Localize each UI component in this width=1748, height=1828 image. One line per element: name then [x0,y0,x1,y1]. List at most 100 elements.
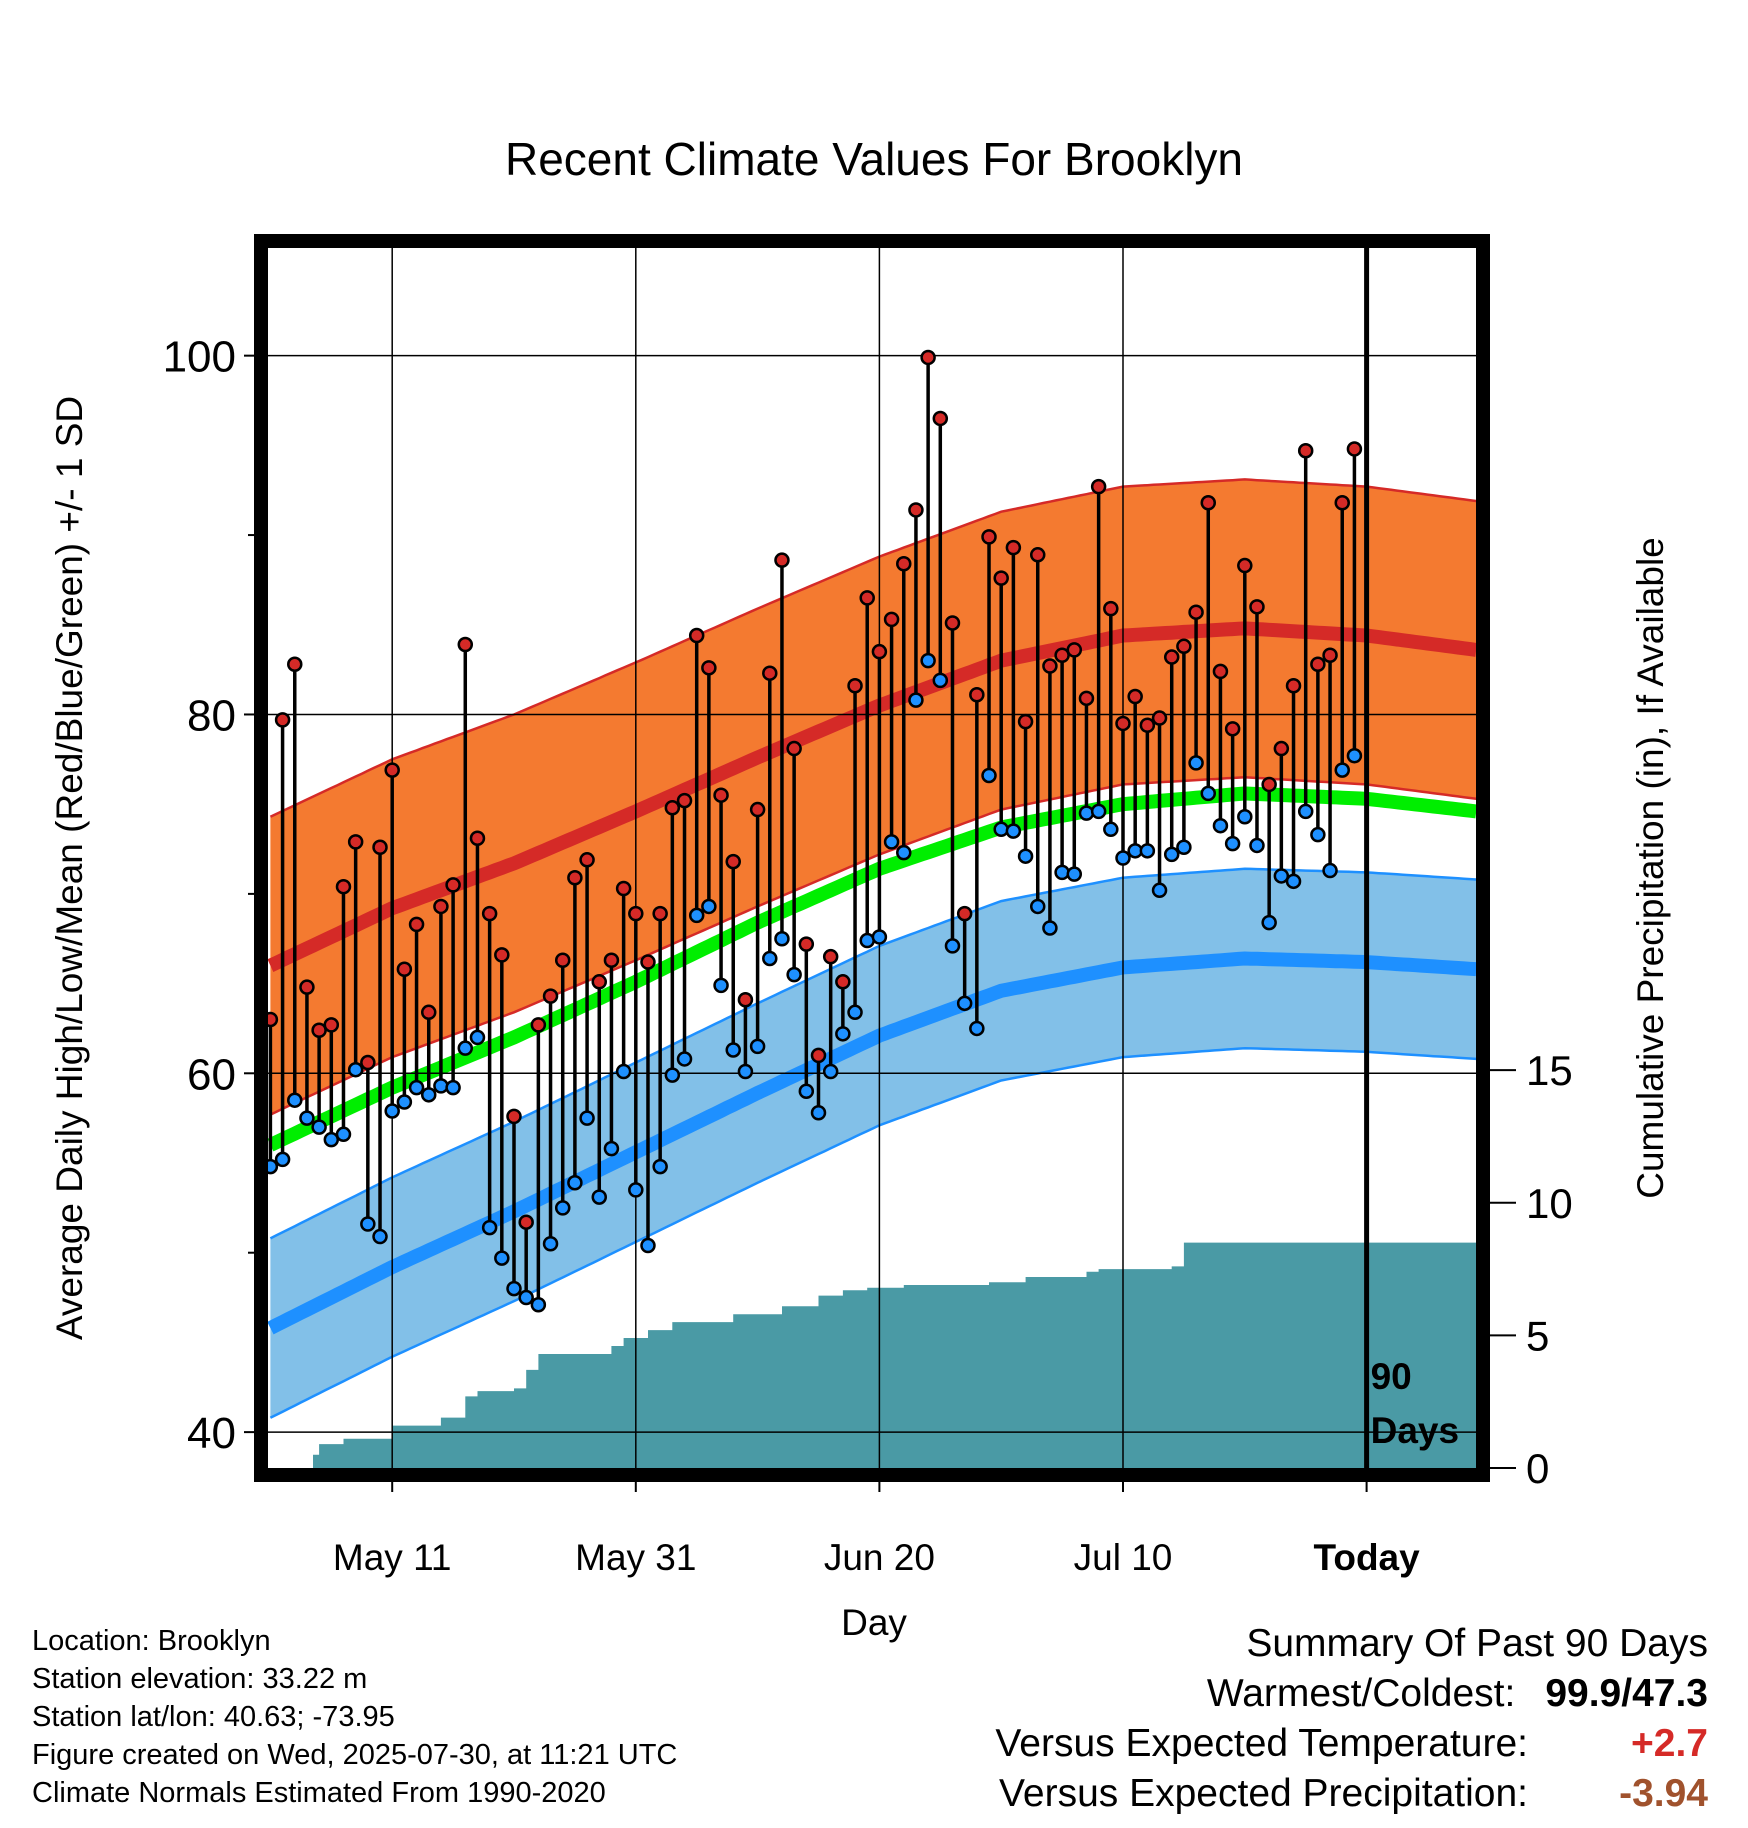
low-point [932,672,949,689]
summary-title: Summary Of Past 90 Days [1246,1622,1708,1665]
low-point [1090,803,1107,820]
high-point [494,947,510,963]
x-axis-label: Day [841,1602,907,1643]
high-point [1310,656,1326,672]
high-point [908,502,924,518]
summary-temp-label: Versus Expected Temperature: [995,1722,1528,1765]
summary-precip-value: -3.94 [1619,1772,1708,1815]
high-point [871,643,888,660]
low-point [762,950,778,967]
low-point [1115,850,1131,866]
low-point [1297,803,1314,820]
low-point [835,1026,851,1042]
high-point [1297,442,1314,459]
high-point [822,948,839,965]
low-point [1176,839,1192,855]
plot-frame [254,234,1490,1482]
high-point [567,869,583,886]
high-point [1017,713,1034,730]
high-point [1115,715,1131,732]
high-point [1042,658,1058,674]
low-point [1029,898,1046,915]
low-point [1212,817,1229,834]
high-point [299,979,315,995]
normal-low-line [268,951,1476,1335]
high-point [883,611,900,628]
low-point [408,1079,425,1096]
high-point [1078,690,1095,707]
high-point [944,615,961,631]
info-created: Figure created on Wed, 2025-07-30, at 11… [32,1739,678,1771]
low-point [737,1063,754,1080]
low-point [335,1126,352,1143]
low-point [1261,914,1277,931]
high-point [896,556,912,572]
low-point [299,1110,315,1126]
low-point [713,977,729,994]
low-point [628,1182,644,1198]
high-point [713,787,729,803]
high-point [433,898,449,915]
low-point [1054,864,1070,881]
y-tick-label: 80 [187,691,236,740]
low-point [1005,823,1022,839]
high-point [993,570,1009,586]
y2-tick-label: 15 [1526,1047,1573,1094]
high-point [420,1004,437,1021]
plot-area: 90 Days 40 60 80 100 0 5 10 15 May 11 May 31 Jun 20 J… [163,234,1573,1578]
high-point [457,636,474,653]
low-point [1017,848,1034,864]
high-point [530,1017,547,1033]
low-point [688,907,705,924]
high-point [810,1047,827,1064]
low-point [908,692,924,708]
high-point [469,830,486,847]
high-point [274,712,291,728]
low-point [1273,868,1290,884]
low-point [969,1020,985,1037]
low-point [360,1216,376,1232]
high-point [518,1214,534,1230]
low-point [920,652,936,669]
low-point [481,1219,498,1236]
low-point [268,1158,279,1175]
high-point [311,1022,327,1038]
normal-high-line [268,621,1476,972]
high-point [335,878,352,895]
summary-precip-label: Versus Expected Precipitation: [999,1772,1528,1815]
summary-temp-value: +2.7 [1631,1722,1708,1765]
low-point [896,844,912,861]
high-point [396,961,413,977]
high-point [1249,599,1265,615]
high-point [506,1108,522,1125]
high-point [1005,539,1022,556]
high-point [737,991,754,1008]
high-point [372,839,388,855]
low-point [1334,762,1350,778]
low-point [1322,862,1338,879]
precipitation-area [313,1242,1476,1468]
high-point [749,801,766,818]
high-point [1163,649,1180,665]
low-point [1151,882,1168,899]
low-point [372,1228,388,1245]
low-point [676,1051,693,1067]
y-tick-label: 100 [163,333,236,382]
high-point [287,656,303,672]
low-point [1066,866,1083,882]
low-point [1139,843,1156,859]
high-point [859,590,875,606]
high-point [786,740,802,757]
summary-warm-cold-value: 99.9/47.3 [1545,1672,1708,1715]
low-point [1285,873,1302,890]
low-point [323,1131,340,1148]
high-point [1322,647,1338,664]
high-point [701,660,717,676]
low-point [1188,755,1204,771]
high-point [591,974,608,990]
today-days-label: Days [1371,1410,1459,1451]
high-point [1054,647,1070,664]
high-point [1139,717,1156,733]
low-band-upper-edge [269,867,1476,1240]
low-point [1224,835,1241,852]
